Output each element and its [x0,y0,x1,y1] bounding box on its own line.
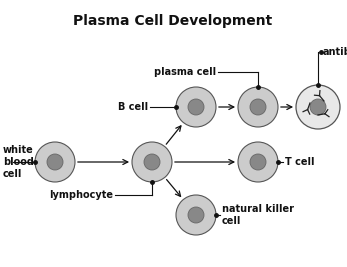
Text: Plasma Cell Development: Plasma Cell Development [73,14,273,28]
Circle shape [47,154,63,170]
Circle shape [296,85,340,129]
Circle shape [144,154,160,170]
Text: natural killer
cell: natural killer cell [222,204,294,226]
Text: white
blood
cell: white blood cell [3,145,34,179]
Circle shape [238,87,278,127]
Circle shape [188,207,204,223]
Circle shape [132,142,172,182]
Text: plasma cell: plasma cell [154,67,216,77]
Circle shape [176,87,216,127]
Circle shape [188,99,204,115]
Circle shape [310,99,326,115]
Text: antibodies: antibodies [323,47,347,57]
Circle shape [35,142,75,182]
Text: lymphocyte: lymphocyte [49,190,113,200]
Text: B cell: B cell [118,102,148,112]
Circle shape [250,154,266,170]
Text: T cell: T cell [285,157,314,167]
Circle shape [238,142,278,182]
Circle shape [250,99,266,115]
Circle shape [176,195,216,235]
